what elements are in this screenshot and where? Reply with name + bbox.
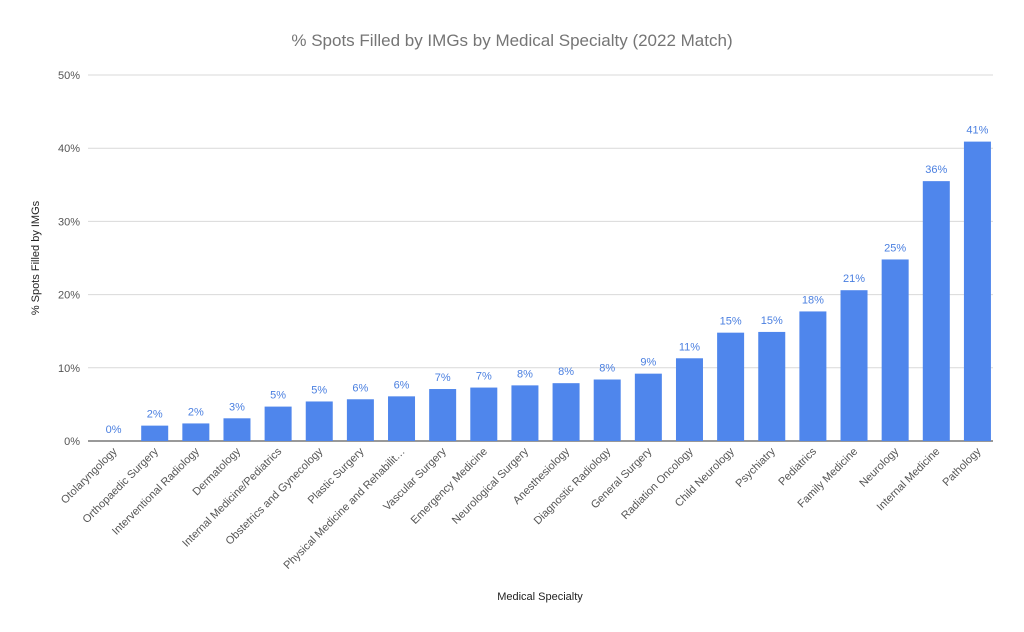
data-label: 6% xyxy=(394,379,410,391)
x-tick-label: Psychiatry xyxy=(734,445,779,490)
x-tick-label: Pathology xyxy=(940,445,983,488)
y-axis-ticks: 0% 10% 20% 30% 40% 50% xyxy=(58,70,80,448)
data-label: 9% xyxy=(640,357,656,369)
data-label: 8% xyxy=(558,366,574,378)
data-label: 5% xyxy=(270,390,286,402)
data-label: 15% xyxy=(761,315,783,327)
data-label: 7% xyxy=(435,372,451,384)
bar xyxy=(346,399,374,441)
bar xyxy=(840,290,868,441)
chart-title: % Spots Filled by IMGs by Medical Specia… xyxy=(291,31,732,50)
data-label: 11% xyxy=(679,341,700,353)
bar xyxy=(141,425,169,441)
data-label: 15% xyxy=(720,316,742,328)
y-tick-label: 40% xyxy=(58,143,80,155)
bar xyxy=(182,423,210,441)
y-tick-label: 50% xyxy=(58,70,80,82)
bar xyxy=(388,396,416,441)
x-tick-label: Neurology xyxy=(857,445,901,489)
bar xyxy=(963,141,991,441)
data-label: 3% xyxy=(229,401,245,413)
x-tick-label: Radiation Oncology xyxy=(619,445,696,522)
bar xyxy=(922,181,950,441)
data-label: 2% xyxy=(188,406,204,418)
data-label: 8% xyxy=(517,368,533,380)
x-tick-label: Pediatrics xyxy=(776,445,819,488)
data-label: 7% xyxy=(476,371,492,383)
x-axis-title: Medical Specialty xyxy=(497,591,583,603)
bar xyxy=(758,331,786,441)
bar xyxy=(593,379,621,441)
bar xyxy=(223,418,251,441)
y-tick-label: 30% xyxy=(58,216,80,228)
bars xyxy=(141,141,991,441)
bar xyxy=(511,385,539,441)
x-tick-label: Neurological Surgery xyxy=(450,445,531,526)
bar xyxy=(552,383,580,441)
data-label: 25% xyxy=(884,242,906,254)
data-labels: 0% 2% 2% 3% 5% 5% 6% 6% 7% 7% 8% 8% 8% 9% 11% 15% 15% 18%… xyxy=(106,125,989,436)
x-tick-label: Interventional Radiology xyxy=(110,445,202,537)
bar xyxy=(634,373,662,441)
data-label: 0% xyxy=(106,424,122,436)
data-label: 36% xyxy=(925,164,947,176)
data-label: 6% xyxy=(352,382,368,394)
y-axis-title: % Spots Filled by IMGs xyxy=(30,200,42,315)
data-label: 41% xyxy=(966,125,988,137)
data-label: 5% xyxy=(311,384,327,396)
data-label: 8% xyxy=(599,363,615,375)
bar xyxy=(305,401,333,441)
data-label: 2% xyxy=(147,409,163,421)
bar xyxy=(717,332,745,441)
data-label: 18% xyxy=(802,294,824,306)
bar xyxy=(470,387,498,441)
x-tick-label: Diagnostic Radiology xyxy=(532,445,614,527)
bar xyxy=(264,406,292,441)
x-tick-label: Emergency Medicine xyxy=(409,446,490,527)
bar xyxy=(675,358,703,441)
y-tick-label: 20% xyxy=(58,290,80,302)
y-tick-label: 0% xyxy=(64,436,80,448)
x-tick-label: Orthopaedic Surgery xyxy=(81,445,162,526)
bar xyxy=(799,311,827,441)
data-label: 21% xyxy=(843,273,865,285)
y-tick-label: 10% xyxy=(58,363,80,375)
bar xyxy=(429,389,457,441)
bar xyxy=(881,259,909,441)
